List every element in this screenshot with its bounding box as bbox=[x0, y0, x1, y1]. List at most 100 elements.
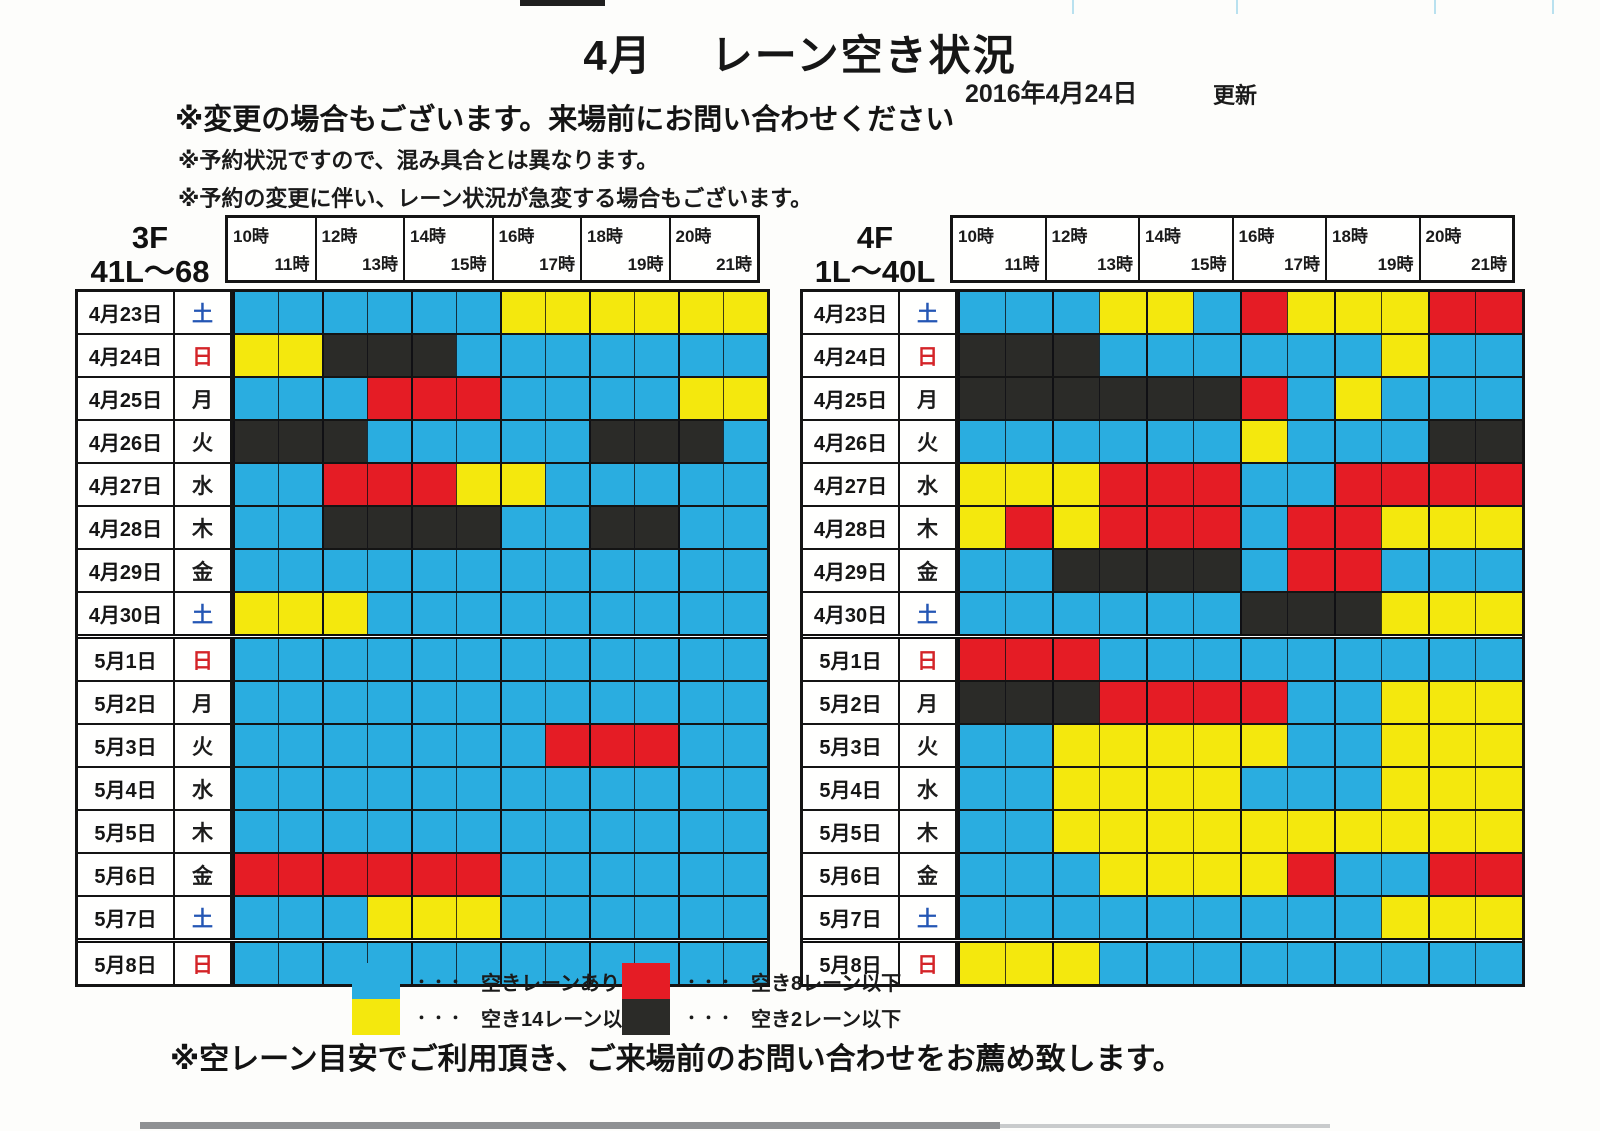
slot-cell-limited8 bbox=[1334, 550, 1381, 592]
table-row: 4月30日土 bbox=[78, 591, 767, 635]
slot-cell-available bbox=[277, 768, 322, 810]
slot-cell-limited2 bbox=[633, 421, 678, 463]
day-cell: 水 bbox=[900, 464, 958, 506]
slot-cell-available bbox=[366, 768, 411, 810]
date-cell: 5月6日 bbox=[803, 854, 900, 896]
day-cell: 日 bbox=[175, 335, 233, 377]
time-label-second: 21時 bbox=[1471, 255, 1507, 274]
slot-cell-limited8 bbox=[1052, 639, 1099, 681]
date-cell: 4月29日 bbox=[803, 550, 900, 592]
time-label-first: 20時 bbox=[1425, 227, 1462, 246]
notice-sub-2: ※予約の変更に伴い、レーン状況が急変する場合もございます。 bbox=[178, 186, 813, 211]
slot-cell-available bbox=[544, 682, 589, 724]
lanes-label: 1L〜40L bbox=[814, 254, 936, 290]
slot-cell-available bbox=[722, 639, 767, 681]
slot-cell-available bbox=[366, 292, 411, 334]
slot-cell-available bbox=[633, 550, 678, 592]
slot-cell-available bbox=[1240, 897, 1287, 939]
slot-cell-available bbox=[500, 943, 545, 985]
slot-cell-available bbox=[322, 897, 367, 939]
slot-cell-available bbox=[277, 682, 322, 724]
slot-cell-limited14 bbox=[1475, 811, 1522, 853]
slot-cell-limited14 bbox=[1475, 507, 1522, 549]
slot-cell-limited2 bbox=[411, 507, 456, 549]
slot-cell-available bbox=[1428, 639, 1475, 681]
slot-cell-available bbox=[1334, 682, 1381, 724]
slot-cell-available bbox=[1099, 897, 1146, 939]
slot-cell-available bbox=[277, 378, 322, 420]
slot-cell-available bbox=[500, 897, 545, 939]
time-label-first: 16時 bbox=[1238, 227, 1275, 246]
slot-cell-limited14 bbox=[1381, 725, 1428, 767]
slot-cell-available bbox=[1099, 639, 1146, 681]
slot-cell-limited14 bbox=[1005, 464, 1052, 506]
time-label-first: 18時 bbox=[587, 227, 623, 246]
slot-cell-available bbox=[411, 768, 456, 810]
slot-cell-limited8 bbox=[1240, 682, 1287, 724]
notice-sub-1: ※予約状況ですので、混み具合とは異なります。 bbox=[178, 148, 659, 173]
slot-cell-available bbox=[589, 593, 634, 635]
slot-cell-available bbox=[958, 768, 1005, 810]
slot-cell-available bbox=[678, 943, 723, 985]
slot-cell-available bbox=[455, 593, 500, 635]
table-row: 4月23日土 bbox=[803, 292, 1522, 334]
slot-cell-available bbox=[544, 897, 589, 939]
slot-cell-available bbox=[277, 464, 322, 506]
time-group-cell: 14時 15時 bbox=[403, 218, 492, 280]
slot-cell-available bbox=[678, 768, 723, 810]
slot-cell-available bbox=[1475, 639, 1522, 681]
slot-cell-limited14 bbox=[589, 292, 634, 334]
slot-cell-available bbox=[1099, 421, 1146, 463]
slot-cell-limited8 bbox=[366, 854, 411, 896]
slot-cell-available bbox=[1052, 593, 1099, 635]
slot-cell-available bbox=[1381, 639, 1428, 681]
page-title: 4月 レーン空き状況 bbox=[0, 22, 1600, 83]
slot-cell-available bbox=[277, 639, 322, 681]
updated-date: 2016年4月24日 bbox=[965, 80, 1138, 108]
time-group-cell: 16時 17時 bbox=[1231, 218, 1325, 280]
slot-cell-available bbox=[1240, 639, 1287, 681]
slot-cell-available bbox=[1287, 421, 1334, 463]
slot-cell-limited8 bbox=[1287, 550, 1334, 592]
day-cell: 木 bbox=[900, 811, 958, 853]
day-cell: 月 bbox=[175, 378, 233, 420]
slot-cell-available bbox=[1381, 550, 1428, 592]
table-body: 4月23日土 4月24日日 4月25日月 4月26日火 4月27日水 4月28日木 4月29… bbox=[800, 289, 1525, 988]
slot-cell-available bbox=[455, 811, 500, 853]
updated-label: 更新 bbox=[1213, 83, 1258, 108]
slot-cell-limited2 bbox=[366, 507, 411, 549]
slot-cell-limited14 bbox=[722, 292, 767, 334]
slot-cell-available bbox=[233, 943, 278, 985]
slot-cell-limited14 bbox=[1099, 768, 1146, 810]
slot-cell-limited8 bbox=[1193, 682, 1240, 724]
slot-cell-available bbox=[1287, 768, 1334, 810]
day-cell: 日 bbox=[900, 639, 958, 681]
slot-cell-available bbox=[277, 550, 322, 592]
day-cell: 日 bbox=[175, 639, 233, 681]
slot-cell-available bbox=[1146, 639, 1193, 681]
slot-cell-limited14 bbox=[1052, 725, 1099, 767]
slot-cell-limited14 bbox=[500, 464, 545, 506]
day-cell: 金 bbox=[900, 854, 958, 896]
slot-cell-limited14 bbox=[1428, 682, 1475, 724]
slot-cell-limited14 bbox=[1475, 593, 1522, 635]
slot-cell-available bbox=[1334, 639, 1381, 681]
slot-cell-limited8 bbox=[455, 378, 500, 420]
slot-cell-limited14 bbox=[366, 897, 411, 939]
slot-cell-limited8 bbox=[1146, 464, 1193, 506]
slot-cell-available bbox=[411, 811, 456, 853]
slot-cell-available bbox=[322, 292, 367, 334]
slot-cell-available bbox=[1099, 943, 1146, 985]
slot-cell-limited8 bbox=[411, 378, 456, 420]
slot-cell-limited14 bbox=[1381, 507, 1428, 549]
slot-cell-available bbox=[722, 897, 767, 939]
slot-cell-available bbox=[633, 464, 678, 506]
slot-cell-limited14 bbox=[1381, 335, 1428, 377]
slot-cell-available bbox=[233, 811, 278, 853]
date-cell: 4月28日 bbox=[803, 507, 900, 549]
slot-cell-available bbox=[1005, 550, 1052, 592]
floor-block: 4F 1L〜40L bbox=[800, 215, 950, 289]
slot-cell-available bbox=[277, 811, 322, 853]
slot-cell-available bbox=[958, 550, 1005, 592]
floor-label: 4F bbox=[856, 220, 894, 255]
